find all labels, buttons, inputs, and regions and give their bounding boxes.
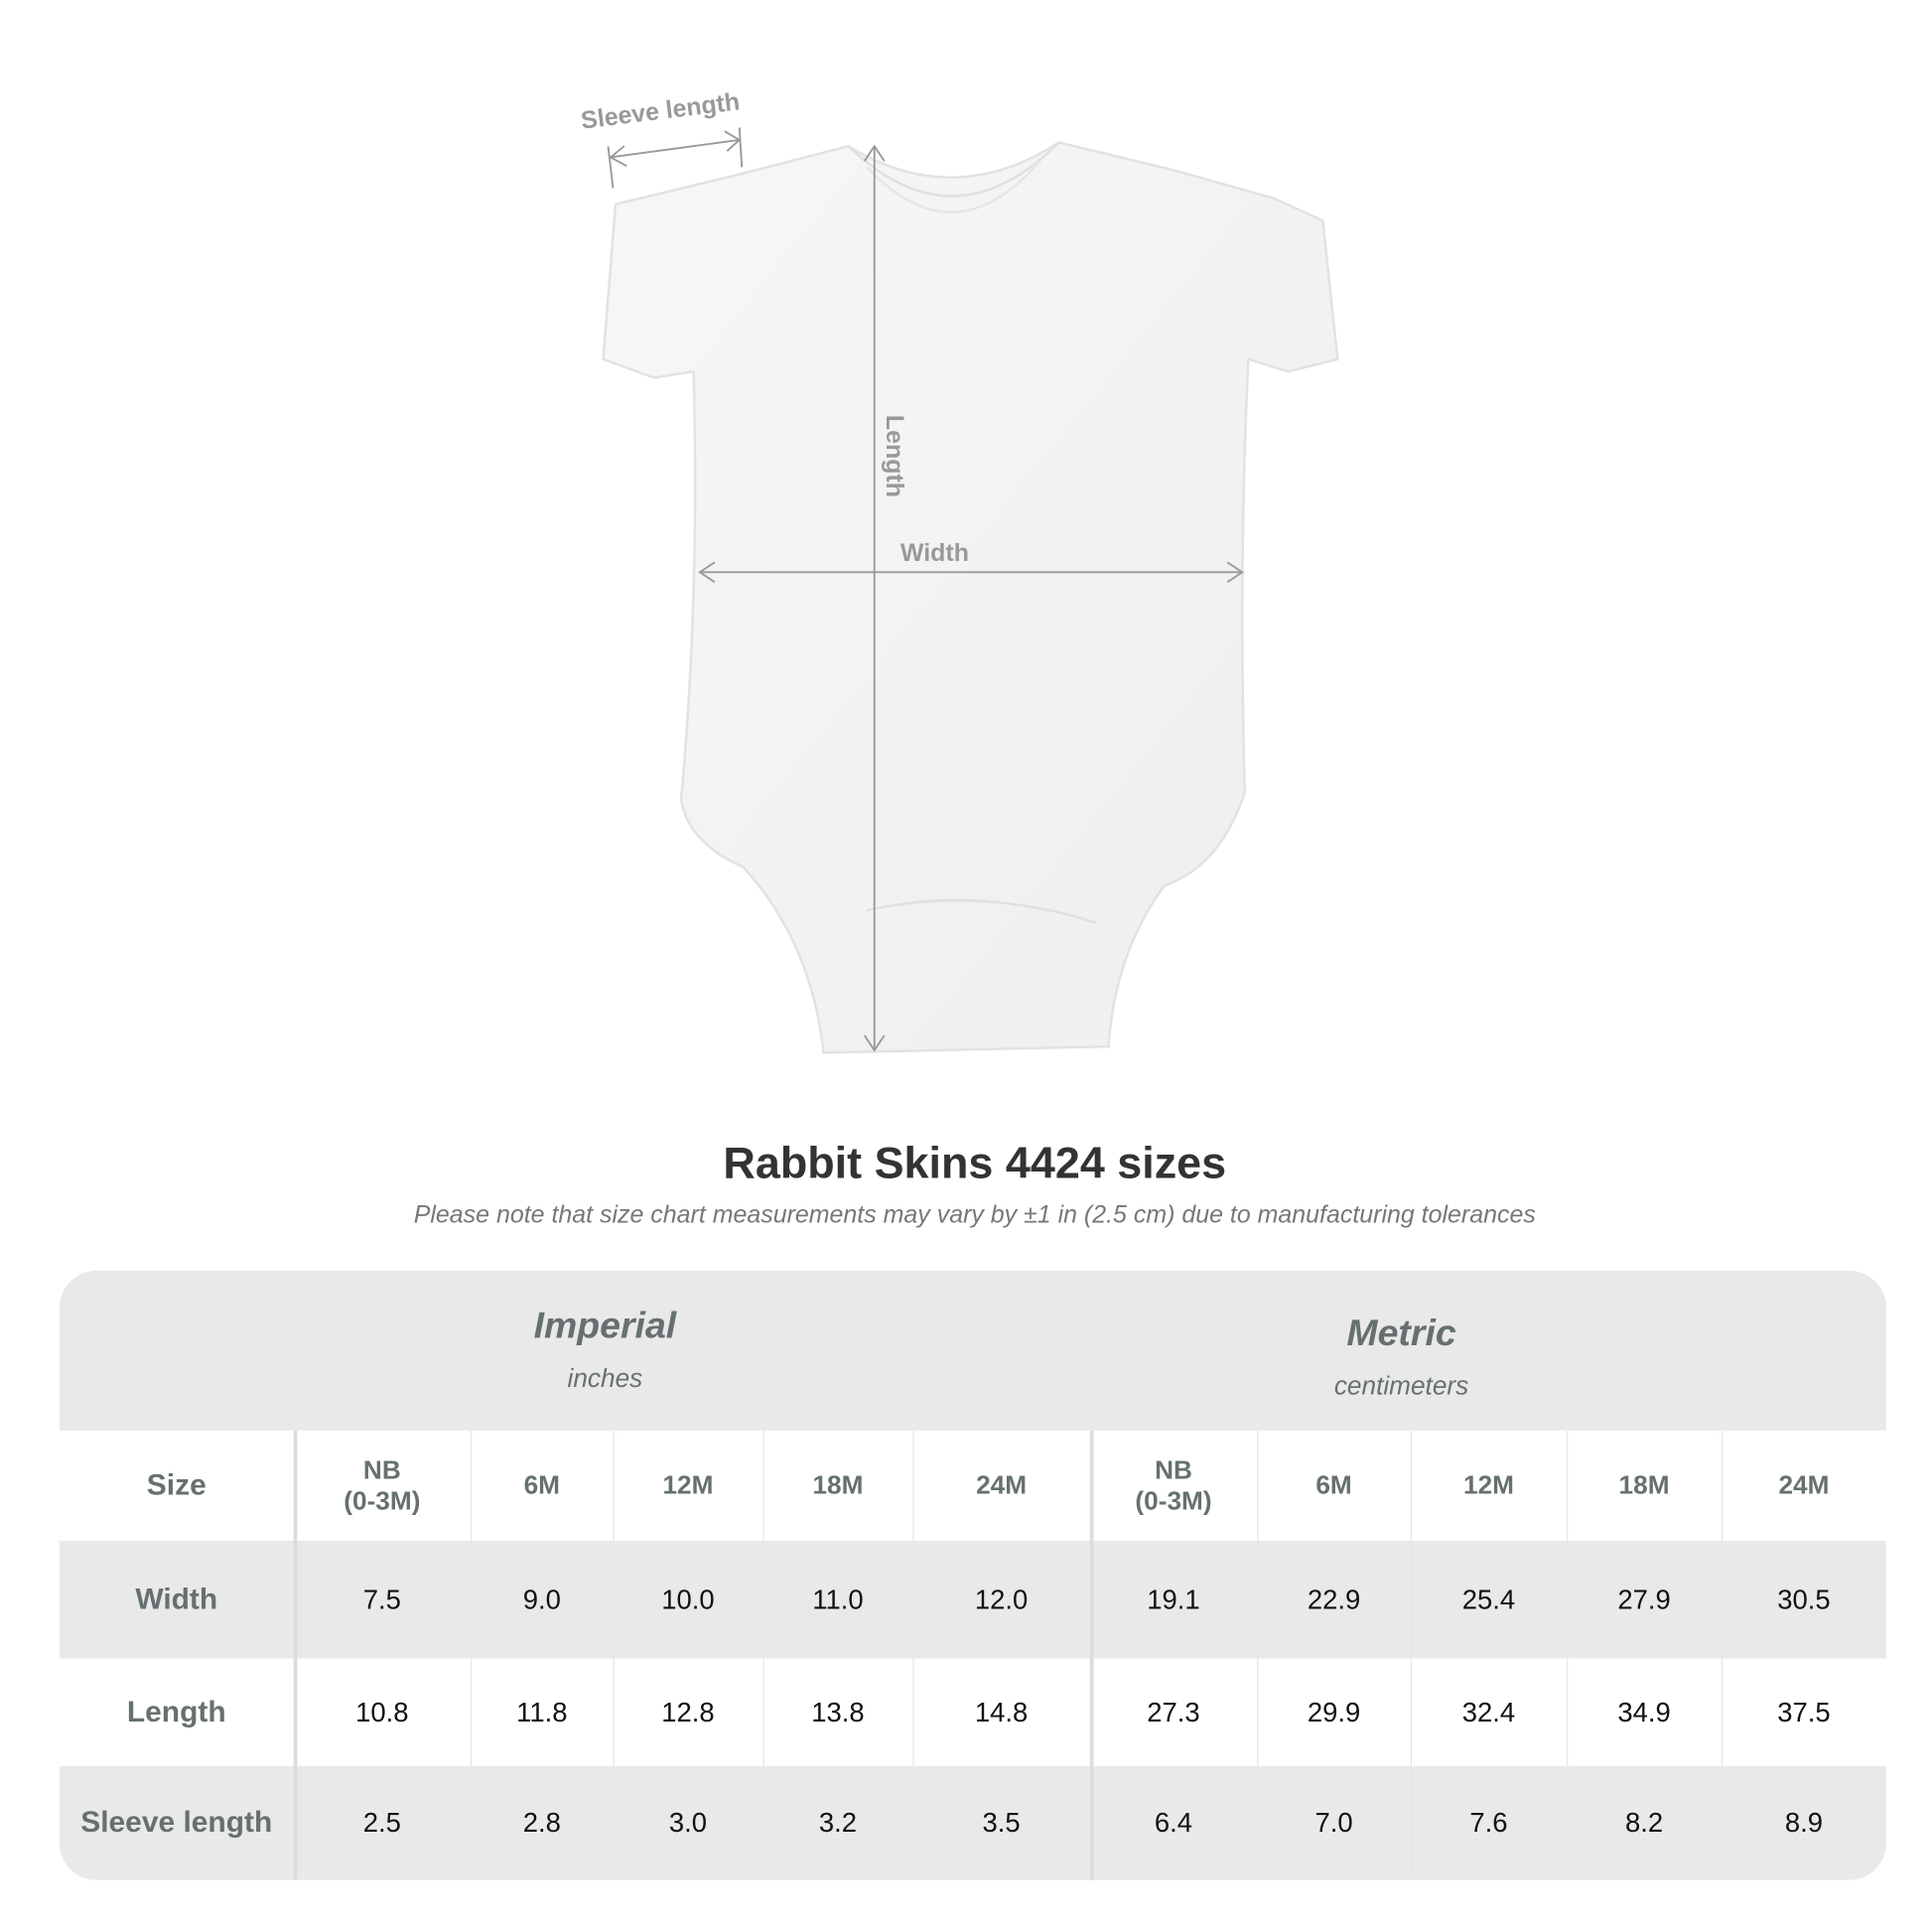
- table-cell: 12.0: [974, 1583, 1029, 1615]
- table-cell: 19.1: [1147, 1583, 1200, 1615]
- length-annotation: Length: [881, 415, 908, 497]
- table-cell: 2.5: [362, 1807, 401, 1839]
- table-cell: 3.0: [668, 1807, 708, 1839]
- table-cell: 27.9: [1617, 1583, 1671, 1615]
- column-divider: [613, 1430, 615, 1880]
- group-header-metric: Metric centimeters: [916, 1312, 1886, 1402]
- size-header: 18M: [812, 1471, 864, 1500]
- group-title: Imperial: [533, 1305, 677, 1347]
- length-arrow-icon: [863, 144, 886, 1052]
- table-cell: 9.0: [522, 1583, 561, 1615]
- table-cell: 7.5: [362, 1583, 401, 1615]
- onesie-body: [602, 141, 1339, 1054]
- table-cell: 10.0: [661, 1583, 715, 1615]
- table-cell: 12.8: [661, 1696, 715, 1727]
- table-cell: 30.5: [1777, 1583, 1831, 1615]
- sleeve-arrow-icon: [607, 127, 744, 189]
- column-divider: [1410, 1430, 1413, 1880]
- width-arrow-icon: [698, 561, 1244, 584]
- row-band: [59, 1765, 1886, 1880]
- size-header: 24M: [1778, 1471, 1830, 1500]
- column-divider: [762, 1430, 764, 1880]
- table-cell: 11.0: [812, 1583, 864, 1615]
- size-header: 18M: [1618, 1471, 1670, 1500]
- table-cell: 25.4: [1461, 1583, 1516, 1615]
- size-header: 6M: [523, 1471, 560, 1500]
- table-cell: 8.2: [1624, 1807, 1664, 1839]
- table-cell: 2.8: [522, 1807, 561, 1839]
- group-unit: inches: [567, 1364, 643, 1394]
- column-divider: [1257, 1430, 1259, 1880]
- table-cell: 3.2: [818, 1807, 858, 1839]
- sleeve-length-annotation: Sleeve length: [580, 87, 742, 134]
- table-cell: 11.8: [516, 1696, 568, 1727]
- size-header: 12M: [662, 1471, 714, 1500]
- size-header: NB (0-3M): [344, 1455, 421, 1516]
- size-header: 12M: [1462, 1471, 1514, 1500]
- group-unit: centimeters: [1333, 1372, 1469, 1401]
- group-header-imperial: Imperial inches: [120, 1306, 1090, 1395]
- row-band: [59, 1540, 1886, 1659]
- table-cell: 13.8: [811, 1696, 865, 1727]
- column-divider: [293, 1430, 298, 1880]
- size-header: 6M: [1315, 1471, 1352, 1500]
- row-band: [59, 1270, 1886, 1431]
- table-cell: 10.8: [355, 1696, 409, 1727]
- table-cell: 37.5: [1777, 1696, 1831, 1727]
- column-divider: [1567, 1430, 1569, 1880]
- table-cell: 29.9: [1307, 1696, 1361, 1727]
- column-divider: [1089, 1430, 1094, 1880]
- group-title: Metric: [1346, 1312, 1456, 1354]
- table-cell: 22.9: [1307, 1583, 1361, 1615]
- table-cell: 34.9: [1617, 1696, 1671, 1727]
- column-divider: [1722, 1430, 1724, 1880]
- size-label: Size: [146, 1467, 207, 1502]
- table-cell: 8.9: [1784, 1807, 1824, 1839]
- size-chart-table: Imperial inches Metric centimeters Size NB (0…: [59, 1270, 1886, 1880]
- row-label: Length: [126, 1695, 226, 1728]
- table-cell: 27.3: [1147, 1696, 1200, 1727]
- size-header: NB (0-3M): [1135, 1455, 1212, 1516]
- tolerance-note: Please note that size chart measurements…: [413, 1201, 1536, 1229]
- row-label: Sleeve length: [80, 1805, 273, 1840]
- width-annotation: Width: [900, 539, 969, 567]
- table-cell: 6.4: [1154, 1807, 1193, 1839]
- onesie-diagram: Sleeve length Length Width: [580, 87, 1339, 1054]
- column-divider: [912, 1430, 914, 1880]
- table-cell: 7.0: [1314, 1807, 1353, 1839]
- table-cell: 32.4: [1461, 1696, 1516, 1727]
- page-title: Rabbit Skins 4424 sizes: [723, 1137, 1227, 1188]
- size-header: 24M: [976, 1471, 1028, 1500]
- column-divider: [471, 1430, 473, 1880]
- row-label: Width: [135, 1582, 218, 1616]
- table-cell: 14.8: [974, 1696, 1029, 1727]
- table-cell: 3.5: [982, 1807, 1021, 1839]
- table-cell: 7.6: [1469, 1807, 1508, 1839]
